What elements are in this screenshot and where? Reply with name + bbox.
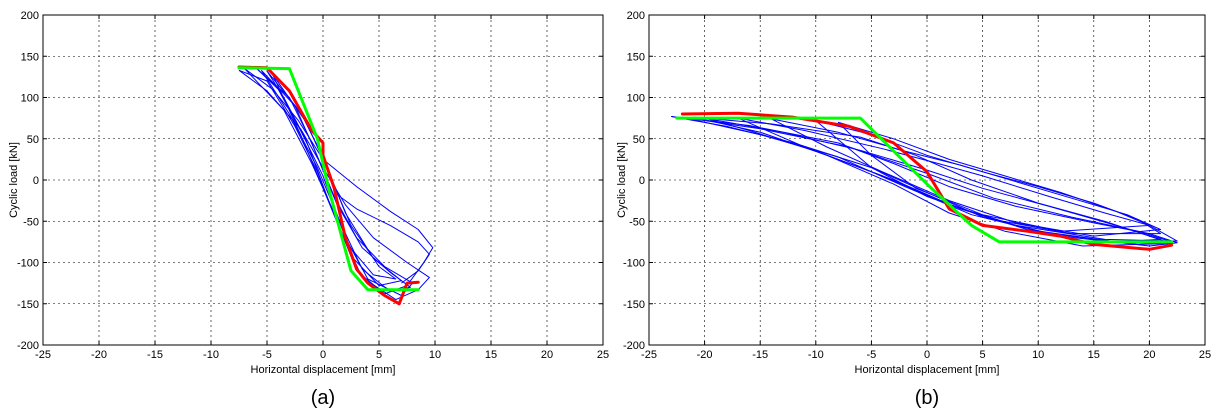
series-2-line xyxy=(237,65,420,306)
x-axis-label: Horizontal displacement [mm] xyxy=(855,364,1000,376)
y-tick-label: -150 xyxy=(17,299,39,311)
data-series xyxy=(237,65,434,306)
x-tick-label: 10 xyxy=(1032,349,1044,361)
series-1-loop-5 xyxy=(771,118,1161,237)
x-tick-label: -10 xyxy=(808,349,824,361)
x-tick-label: 20 xyxy=(1143,349,1155,361)
y-tick-label: 200 xyxy=(21,10,39,22)
y-tick-label: -50 xyxy=(629,216,645,228)
series-3-line xyxy=(237,66,420,292)
x-tick-label: 10 xyxy=(429,349,441,361)
x-tick-label: -25 xyxy=(35,349,51,361)
x-tick-label: 15 xyxy=(485,349,497,361)
y-tick-label: 0 xyxy=(33,175,39,187)
x-tick-label: -10 xyxy=(203,349,219,361)
x-axis-label: Horizontal displacement [mm] xyxy=(251,364,396,376)
data-series xyxy=(671,111,1178,251)
y-tick-label: 0 xyxy=(639,175,645,187)
y-tick-label: -150 xyxy=(623,299,645,311)
y-tick-label: 100 xyxy=(21,93,39,105)
series-1-loop-4 xyxy=(260,69,411,292)
y-tick-label: 150 xyxy=(627,51,645,63)
y-axis-label: Cyclic load [kN] xyxy=(8,142,20,218)
x-tick-label: 0 xyxy=(924,349,930,361)
panel-label: (b) xyxy=(915,387,939,409)
x-tick-label: -5 xyxy=(262,349,272,361)
y-tick-label: 150 xyxy=(21,51,39,63)
chart-panel-2: -25 -20 -15 -10 -5 0 5 10 15 20 25-200-150-100-500… xyxy=(616,10,1211,409)
x-tick-label: 0 xyxy=(320,349,326,361)
x-tick-label: 15 xyxy=(1088,349,1100,361)
series-1-loop-7 xyxy=(333,191,430,284)
y-axis-label: Cyclic load [kN] xyxy=(616,142,628,218)
panel-label: (a) xyxy=(311,387,335,409)
y-tick-label: -50 xyxy=(23,216,39,228)
x-tick-label: -15 xyxy=(147,349,163,361)
x-tick-label: 5 xyxy=(980,349,986,361)
x-tick-label: 25 xyxy=(597,349,609,361)
x-tick-label: 5 xyxy=(376,349,382,361)
y-tick-label: -100 xyxy=(623,258,645,270)
series-3-line xyxy=(675,116,1174,244)
y-tick-label: -200 xyxy=(17,340,39,352)
y-tick-label: -100 xyxy=(17,258,39,270)
chart-panel-1: -25 -20 -15 -10 -5 0 5 10 15 20 25-200-150-100-500… xyxy=(8,10,609,409)
x-tick-label: -5 xyxy=(867,349,877,361)
y-tick-label: -200 xyxy=(623,340,645,352)
series-1-loop-7 xyxy=(837,121,1150,232)
series-1-loop-6 xyxy=(815,120,1161,235)
x-tick-label: -20 xyxy=(91,349,107,361)
x-tick-label: 20 xyxy=(541,349,553,361)
x-tick-label: -25 xyxy=(641,349,657,361)
y-tick-label: 200 xyxy=(627,10,645,22)
y-tick-label: 100 xyxy=(627,93,645,105)
x-tick-label: -20 xyxy=(697,349,713,361)
x-tick-label: 25 xyxy=(1199,349,1211,361)
y-tick-label: 50 xyxy=(633,134,645,146)
x-tick-label: -15 xyxy=(752,349,768,361)
y-tick-label: 50 xyxy=(27,134,39,146)
series-1-loop-1 xyxy=(671,116,1178,247)
